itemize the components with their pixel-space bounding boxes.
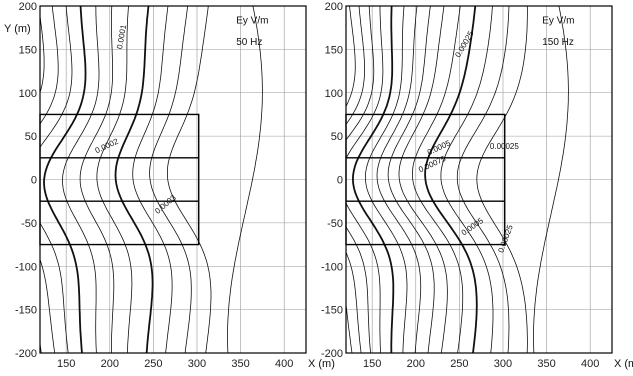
contour-line — [149, 6, 192, 353]
y-tick-label: -200 — [15, 348, 37, 360]
contour-line — [351, 6, 395, 353]
x-tick-label: 350 — [537, 358, 555, 370]
panel-150hz: 150 200 250 300 350 400 200 150 100 50 0 -50 -100 -15… — [321, 1, 633, 370]
y-tick-label: -50 — [21, 218, 37, 230]
y-tick-label: 0 — [31, 175, 37, 187]
y-tick-label: -150 — [15, 305, 37, 317]
y-tick-label: 150 — [19, 44, 37, 56]
contour-group — [40, 6, 263, 353]
x-tick-label: 400 — [275, 358, 293, 370]
frequency-label: 150 Hz — [542, 37, 574, 48]
panel-50hz: 150 200 250 300 350 400 200 150 100 50 0 -50 -100 -15… — [4, 1, 335, 370]
y-tick-label: -100 — [321, 261, 343, 273]
contour-line — [424, 6, 478, 353]
y-tick-label: 50 — [25, 131, 37, 143]
y-tick-label: 0 — [337, 175, 343, 187]
y-tick-label: 200 — [19, 1, 37, 13]
contour-line — [114, 6, 154, 353]
contour-line — [411, 6, 464, 353]
x-tick-label: 250 — [144, 358, 162, 370]
x-tick-label: 200 — [407, 358, 425, 370]
contour-line — [79, 6, 115, 353]
x-tick-label: 300 — [188, 358, 206, 370]
contour-line — [227, 6, 263, 353]
x-tick-label: 400 — [581, 358, 599, 370]
frequency-label: 50 Hz — [236, 37, 262, 48]
y-tick-label: 150 — [325, 44, 343, 56]
contour-value-label: 0.00025 — [496, 223, 515, 254]
quantity-label: Ey V/m — [542, 15, 574, 26]
contour-line — [346, 6, 356, 353]
contour-line — [43, 6, 87, 353]
contour-value-label: 0.0005 — [460, 216, 486, 238]
contour-line — [440, 6, 494, 353]
y-tick-label: 100 — [325, 88, 343, 100]
x-tick-label: 350 — [231, 358, 249, 370]
contour-value-label: 0.00025 — [490, 142, 519, 151]
contour-line — [132, 6, 173, 353]
y-tick-label: -50 — [327, 218, 343, 230]
contour-line — [533, 6, 569, 353]
contour-value-label: 0.00075 — [417, 154, 448, 175]
contour-line — [62, 6, 100, 353]
contour-line — [40, 6, 73, 353]
contour-line — [387, 6, 435, 353]
y-tick-label: 50 — [331, 131, 343, 143]
contour-value-label: 0.0001 — [115, 24, 128, 50]
x-tick-label: 150 — [57, 358, 75, 370]
x-axis-label: X (m) — [614, 358, 633, 370]
contour-line — [346, 6, 366, 353]
contour-line — [364, 6, 408, 353]
y-tick-label: -150 — [321, 305, 343, 317]
y-tick-label: -100 — [15, 261, 37, 273]
contour-group — [346, 6, 569, 353]
plot-frame — [345, 5, 613, 354]
x-tick-label: 200 — [101, 358, 119, 370]
contour-line — [346, 6, 375, 353]
x-tick-label: 250 — [450, 358, 468, 370]
contour-line — [346, 6, 384, 353]
contour-line — [398, 6, 448, 353]
contour-value-label: 0.0005 — [426, 138, 452, 157]
x-tick-label: 300 — [494, 358, 512, 370]
x-tick-label: 150 — [363, 358, 381, 370]
y-tick-label: 200 — [325, 1, 343, 13]
x-axis-label: X (m) — [308, 358, 335, 370]
quantity-label: Ey V/m — [236, 15, 268, 26]
contour-value-label: 0.0003 — [153, 193, 178, 216]
contour-line — [40, 13, 45, 353]
contour-line — [476, 6, 528, 353]
contour-line — [456, 6, 510, 353]
y-axis-label: Y (m) — [4, 23, 31, 35]
contour-line — [40, 6, 59, 353]
y-tick-label: 100 — [19, 88, 37, 100]
contour-line — [96, 6, 133, 353]
contour-line — [376, 6, 422, 353]
contour-value-label: 0.0002 — [94, 137, 120, 156]
y-tick-label: -200 — [321, 348, 343, 360]
plot-frame — [39, 5, 307, 354]
contour-line — [166, 6, 212, 353]
